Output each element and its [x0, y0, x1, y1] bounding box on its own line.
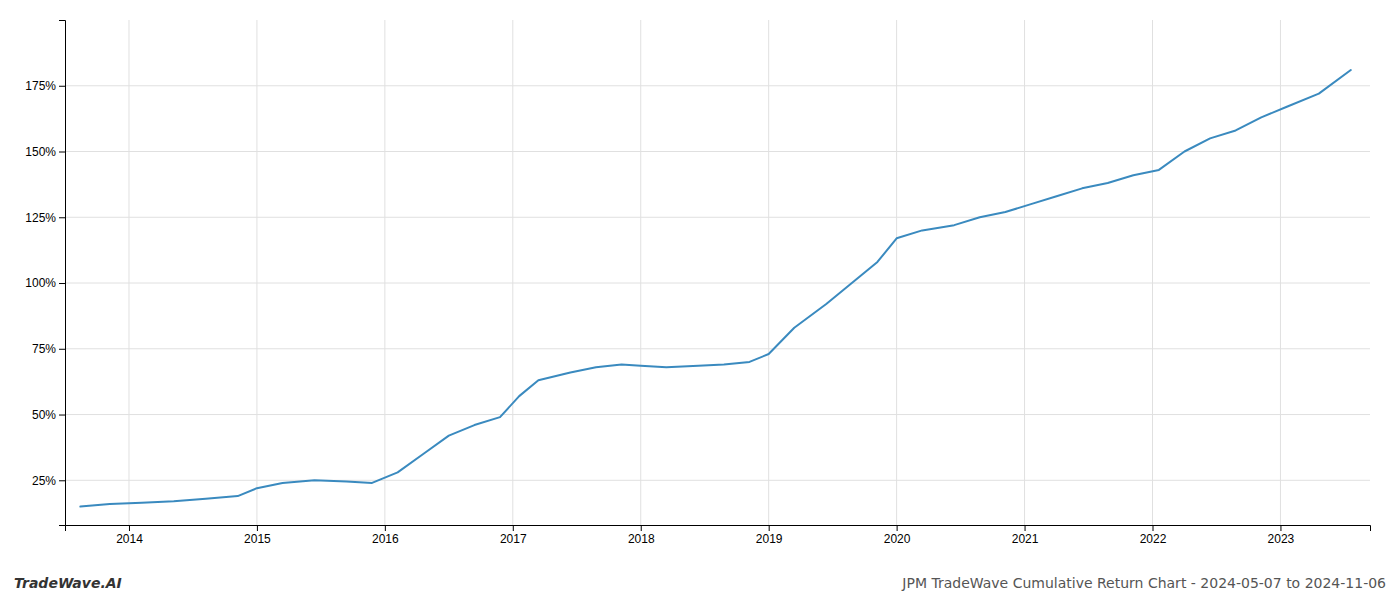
x-tick-mark [1025, 525, 1026, 531]
grid-line-y [65, 85, 1370, 86]
y-tick-label: 150% [25, 145, 56, 159]
x-tick-label: 2021 [1012, 532, 1039, 546]
y-tick: 175% [25, 79, 65, 93]
y-tick-mark [59, 86, 65, 87]
grid-line-y [65, 283, 1370, 284]
y-tick: 25% [32, 474, 65, 488]
x-tick: 2020 [884, 525, 911, 546]
x-tick-mark [129, 525, 130, 531]
x-tick-mark [385, 525, 386, 531]
x-tick-label: 2023 [1268, 532, 1295, 546]
y-tick-label: 100% [25, 276, 56, 290]
marks [80, 70, 1350, 507]
y-tick-mark [59, 415, 65, 416]
grid-line-x [896, 20, 897, 525]
grid-line-y [65, 348, 1370, 349]
grid-line-x [384, 20, 385, 525]
y-tick-label: 25% [32, 474, 56, 488]
grid-line-x [640, 20, 641, 525]
plot: 2014 2015 2016 2017 2018 2019 2020 2021 2022 2023… [25, 20, 1370, 546]
x-tick: 2016 [372, 525, 399, 546]
grid-line-x [512, 20, 513, 525]
y-tick-label: 175% [25, 79, 56, 93]
x-tick-label: 2017 [500, 532, 527, 546]
y-tick: 125% [25, 211, 65, 225]
grid-line-x [256, 20, 257, 525]
y-tick-label: 50% [32, 408, 56, 422]
grid-line-x [1024, 20, 1025, 525]
grid [65, 20, 1370, 525]
grid-line-x [128, 20, 129, 525]
x-tick: 2017 [500, 525, 527, 546]
x-tick-mark [1153, 525, 1154, 531]
grid-line-y [65, 414, 1370, 415]
x-tick-mark [897, 525, 898, 531]
y-tick-mark [59, 349, 65, 350]
annotation: TradeWave.AI [14, 575, 122, 591]
y-tick: 100% [25, 276, 65, 290]
x-tick-label: 2018 [628, 532, 655, 546]
y-tick-mark [59, 480, 65, 481]
grid-line-y [65, 217, 1370, 218]
x-tick-label: 2019 [756, 532, 783, 546]
x-tick-label: 2020 [884, 532, 911, 546]
x-tick: 2018 [628, 525, 655, 546]
grid-line-x [1280, 20, 1281, 525]
grid-line-x [1152, 20, 1153, 525]
x-tick-mark [257, 525, 258, 531]
x-axis-line [66, 526, 1371, 532]
y-tick-mark [59, 283, 65, 284]
title: JPM TradeWave Cumulative Return Chart - … [901, 575, 1386, 591]
y-tick: 150% [25, 145, 65, 159]
y-tick-label: 125% [25, 211, 56, 225]
y-tick-mark [59, 217, 65, 218]
x-tick: 2023 [1268, 525, 1295, 546]
chart: 2014 2015 2016 2017 2018 2019 2020 2021 2022 2023… [0, 0, 1400, 600]
x-tick-label: 2022 [1140, 532, 1167, 546]
grid-line-y [65, 480, 1370, 481]
y-axis: 25% 50% 75% 100% 125% 150% 175% [25, 21, 65, 526]
x-tick-mark [1280, 525, 1281, 531]
y-tick-mark [59, 152, 65, 153]
y-tick: 50% [32, 408, 65, 422]
y-tick-label: 75% [32, 342, 56, 356]
x-axis: 2014 2015 2016 2017 2018 2019 2020 2021 2022 2023 [66, 525, 1371, 546]
y-tick: 75% [32, 342, 65, 356]
line [80, 70, 1350, 507]
x-tick: 2019 [756, 525, 783, 546]
x-tick: 2022 [1140, 525, 1167, 546]
x-tick-mark [513, 525, 514, 531]
x-tick-label: 2016 [372, 532, 399, 546]
grid-line-x [768, 20, 769, 525]
x-tick-mark [769, 525, 770, 531]
x-tick: 2021 [1012, 525, 1039, 546]
y-axis-line [59, 21, 66, 526]
x-tick: 2015 [244, 525, 271, 546]
x-tick-label: 2014 [116, 532, 143, 546]
x-tick-mark [641, 525, 642, 531]
x-tick: 2014 [116, 525, 143, 546]
grid-line-y [65, 151, 1370, 152]
x-tick-label: 2015 [244, 532, 271, 546]
